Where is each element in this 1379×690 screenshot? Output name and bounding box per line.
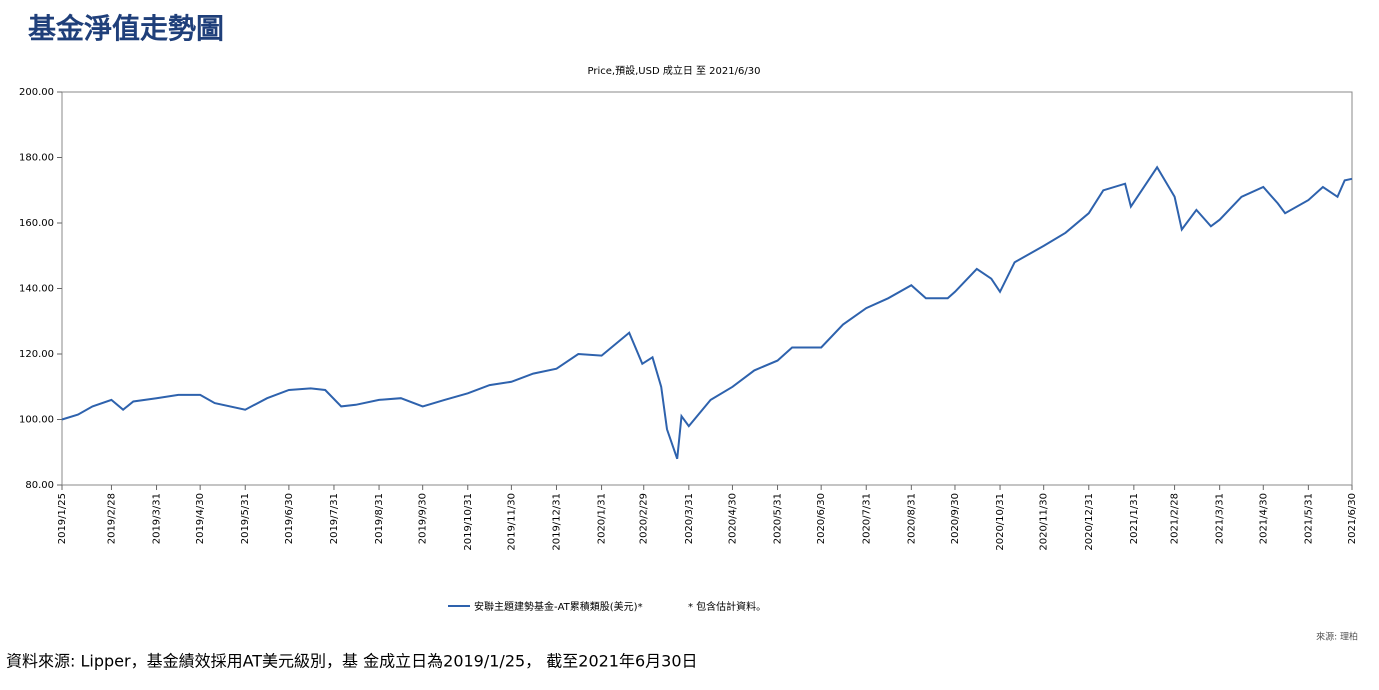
x-tick-label: 2020/5/31 [773,493,784,544]
x-tick-label: 2020/1/31 [597,493,608,544]
x-tick-label: 2019/5/31 [240,493,251,544]
x-tick-label: 2019/2/28 [106,493,117,544]
annotation: * 包含估計資料。 [688,600,766,613]
y-tick-label: 100.00 [19,415,54,426]
x-tick-label: 2021/1/31 [1129,493,1140,544]
y-tick-label: 200.00 [19,87,54,98]
series-line [61,165,1353,460]
footer: 資料來源: Lipper，基金績效採用AT美元級別，基 金成立日為2019/1/… [6,652,698,671]
x-tick-label: 2019/3/31 [152,493,163,544]
x-tick-label: 2020/6/30 [816,493,827,544]
x-tick-label: 2020/11/30 [1039,493,1050,551]
x-tick-label: 2020/10/31 [995,493,1006,551]
x-tick-label: 2020/4/30 [727,493,738,544]
y-tick-label: 180.00 [19,153,54,164]
x-tick-label: 2021/2/28 [1170,493,1181,544]
x-tick-label: 2019/12/31 [551,493,562,551]
x-tick-label: 2019/9/30 [418,493,429,544]
x-tick-label: 2020/8/31 [906,493,917,544]
x-tick-label: 2020/2/29 [639,493,650,544]
x-tick-label: 2020/7/31 [861,493,872,544]
plot-frame [61,91,1353,486]
x-tick-label: 2019/7/31 [329,493,340,544]
source: 來源: 理柏 [1316,631,1358,643]
x-tick-label: 2019/10/31 [463,493,474,551]
x-tick-label: 2019/4/30 [195,493,206,544]
legend-label: 安聯主題建勢基金-AT累積類股(美元)* [474,600,643,613]
x-tick-label: 2020/12/31 [1084,493,1095,551]
y-tick-label: 80.00 [25,480,54,491]
x-tick-label: 2021/5/31 [1303,493,1314,544]
x-tick-label: 2020/9/30 [950,493,961,544]
page-title: 基金淨值走勢圖 [28,12,224,45]
x-tick-label: 2019/11/30 [506,493,517,551]
y-tick-label: 160.00 [19,218,54,229]
x-tick-label: 2021/6/30 [1347,493,1358,544]
chart-title: Price,預設,USD 成立日 至 2021/6/30 [588,64,761,77]
x-tick-label: 2020/3/31 [684,493,695,544]
x-tick-label: 2019/8/31 [374,493,385,544]
y-tick-label: 140.00 [19,284,54,295]
x-tick-label: 2021/3/31 [1215,493,1226,544]
x-tick-label: 2019/1/25 [57,493,68,544]
x-tick-label: 2019/6/30 [284,493,295,544]
x-tick-label: 2021/4/30 [1258,493,1269,544]
y-tick-label: 120.00 [19,349,54,360]
